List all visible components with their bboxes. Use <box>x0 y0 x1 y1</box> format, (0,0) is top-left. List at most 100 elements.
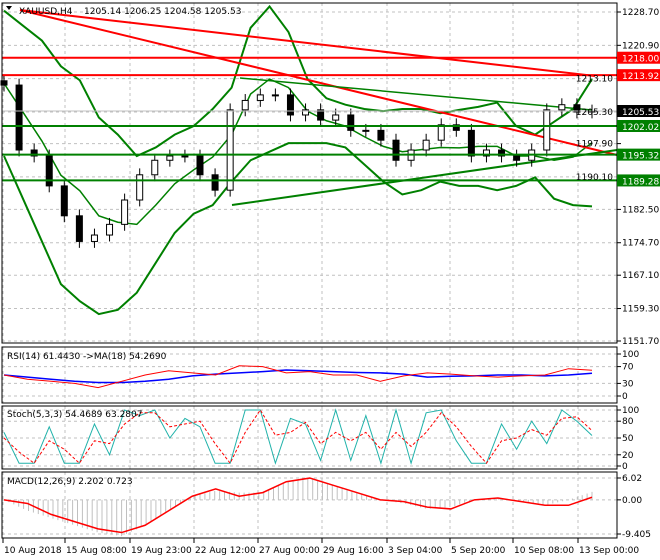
current-price-box <box>617 104 660 117</box>
y-tick-label: 80 <box>622 417 634 427</box>
y-tick-label: 1213.10 <box>576 75 613 85</box>
ohlc-readout: 1205.14 1206.25 1204.58 1205.53 <box>84 7 241 17</box>
x-tick-label: 15 Aug 08:00 <box>66 546 127 556</box>
y-tick-label: 1205.30 <box>576 108 613 118</box>
y-tick-label: -9.405 <box>622 530 651 540</box>
candle-body <box>286 94 294 116</box>
bollinger-upper <box>3 4 593 158</box>
y-tick-label: 50 <box>622 434 634 444</box>
level-label-box <box>617 69 660 82</box>
candle-body <box>317 109 325 121</box>
trendline-resistance <box>19 9 618 156</box>
bollinger-lower <box>3 142 593 316</box>
candle-body <box>226 109 234 191</box>
level-label-box <box>617 51 660 64</box>
y-tick-label: 1182.50 <box>622 205 659 215</box>
macd-title: MACD(12,26,9) 2.202 0.723 <box>7 477 133 487</box>
level-label: 1213.92 <box>622 72 659 82</box>
candle-body <box>467 129 475 157</box>
y-tick-label: 100 <box>622 406 639 416</box>
collapse-arrow-icon[interactable] <box>6 6 12 10</box>
macd-panel[interactable] <box>3 477 593 537</box>
grid <box>2 3 617 538</box>
x-tick-label: 27 Aug 00:00 <box>259 546 320 556</box>
y-tick-label: 1197.90 <box>576 140 613 150</box>
level-label: 1202.02 <box>622 123 659 133</box>
rsi-panel[interactable] <box>3 365 593 389</box>
x-tick-label: 10 Aug 2018 <box>4 546 62 556</box>
trendline-resistance <box>19 9 596 77</box>
y-tick-label: 70 <box>622 363 634 373</box>
candle-body <box>513 155 521 161</box>
y-tick-label: 0 <box>622 462 628 472</box>
candle-body <box>392 139 400 161</box>
level-label-box <box>617 148 660 161</box>
x-tick-label: 3 Sep 04:00 <box>388 546 443 556</box>
y-tick-label: 1167.10 <box>622 271 659 281</box>
level-label: 1218.00 <box>622 55 659 65</box>
candle-body <box>151 159 159 176</box>
candle-body <box>437 124 445 141</box>
candle-body <box>422 139 430 151</box>
candle-body <box>543 109 551 151</box>
x-tick-label: 19 Aug 23:00 <box>131 546 192 556</box>
trendline-support <box>231 149 618 206</box>
x-tick-label: 5 Sep 20:00 <box>451 546 506 556</box>
candle-body <box>121 199 129 225</box>
candle-body <box>211 174 219 191</box>
level-label: 1189.28 <box>622 177 659 187</box>
candle-body <box>75 215 83 242</box>
rsi-frame <box>1 346 618 404</box>
x-tick-label: 13 Sep 00:00 <box>579 546 639 556</box>
candle-body <box>136 174 144 201</box>
candle-body <box>45 155 53 187</box>
candle-body <box>558 104 566 111</box>
stoch-main-line <box>3 408 593 465</box>
y-tick-label: 6.02 <box>622 474 642 484</box>
candle-body <box>498 149 506 157</box>
rsi-title: RSI(14) 61.4430 ->MA(18) 54.2690 <box>7 352 167 362</box>
candle-body <box>362 129 370 132</box>
price-panel[interactable] <box>0 4 618 316</box>
candle-body <box>166 155 174 161</box>
y-tick-label: 30 <box>622 379 634 389</box>
y-tick-label: 0 <box>622 392 628 402</box>
main-frame <box>1 2 618 344</box>
candle-body <box>0 80 8 86</box>
x-tick-label: 29 Aug 16:00 <box>323 546 384 556</box>
stoch-title: Stoch(5,3,3) 54.4689 63.2807 <box>7 410 142 420</box>
y-tick-label: 100 <box>622 350 639 360</box>
candle-body <box>60 185 68 217</box>
candle-body <box>256 94 264 101</box>
candle-body <box>90 234 98 242</box>
x-tick-label: 22 Aug 12:00 <box>195 546 256 556</box>
y-tick-label: 0.00 <box>622 496 642 506</box>
candle-body <box>302 109 310 116</box>
y-tick-label: 1190.10 <box>576 173 613 183</box>
candle-body <box>181 155 189 158</box>
macd-signal-line <box>3 477 593 534</box>
macd-frame <box>1 471 618 539</box>
candle-body <box>241 99 249 111</box>
y-tick-label: 1220.90 <box>622 41 659 51</box>
candle-body <box>377 129 385 141</box>
y-tick-label: 20 <box>622 451 634 461</box>
rsi-ma-line <box>3 369 593 384</box>
candle-body <box>15 84 23 151</box>
trendline-support <box>239 77 593 111</box>
y-tick-label: 1228.70 <box>622 8 659 18</box>
level-label-box <box>617 119 660 132</box>
candle-body <box>482 149 490 157</box>
current-price-label: 1205.53 <box>622 108 659 118</box>
x-tick-label: 10 Sep 08:00 <box>514 546 574 556</box>
rsi-line <box>3 365 593 389</box>
y-tick-label: 1151.70 <box>622 337 659 347</box>
stoch-panel[interactable] <box>3 408 593 465</box>
candle-body <box>452 124 460 131</box>
candle-body <box>196 155 204 176</box>
candle-body <box>347 114 355 131</box>
candle-body <box>271 94 279 97</box>
level-label: 1195.32 <box>622 152 659 162</box>
